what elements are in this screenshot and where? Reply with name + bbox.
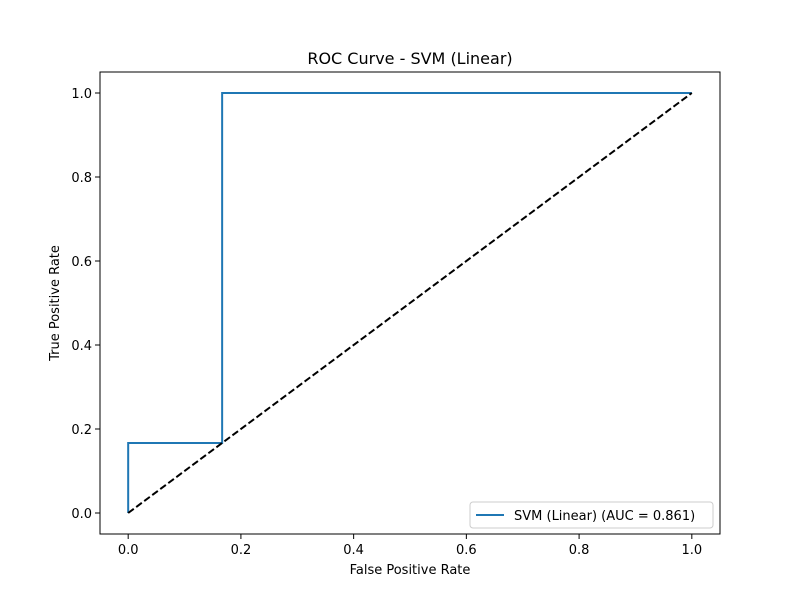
x-tick-label: 0.0: [118, 543, 139, 558]
legend-label-svm: SVM (Linear) (AUC = 0.861): [514, 509, 695, 524]
x-tick-label: 0.2: [231, 543, 252, 558]
x-axis-label: False Positive Rate: [350, 563, 471, 578]
y-tick-label: 0.6: [71, 255, 92, 270]
x-tick-label: 0.4: [343, 543, 364, 558]
x-tick-label: 1.0: [681, 543, 702, 558]
plot-area: 0.0 0.2 0.4 0.6 0.8 1.0 0.0 0.2 0.4 0.6 0.8 1.0: [71, 71, 721, 558]
chance-diagonal-line: [127, 92, 693, 514]
y-tick-label: 0.2: [71, 423, 92, 438]
x-tick-label: 0.6: [456, 543, 477, 558]
y-axis-label: True Positive Rate: [48, 245, 63, 362]
x-tick-label: 0.8: [569, 543, 590, 558]
y-tick-label: 0.0: [71, 507, 92, 522]
axes-frame: [99, 71, 721, 535]
y-tick-label: 1.0: [71, 87, 92, 102]
roc-curve-line: [127, 92, 692, 513]
legend: SVM (Linear) (AUC = 0.861): [469, 501, 714, 529]
y-tick-label: 0.4: [71, 339, 92, 354]
legend-box: [469, 501, 714, 529]
chart-title: ROC Curve - SVM (Linear): [307, 49, 512, 68]
y-tick-label: 0.8: [71, 171, 92, 186]
